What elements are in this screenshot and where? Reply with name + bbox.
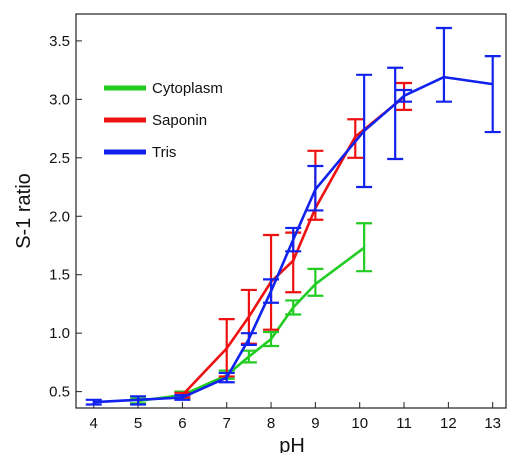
y-tick-label: 3.0 [49,91,70,108]
x-tick-label: 13 [484,415,501,432]
y-tick-label: 3.5 [49,33,70,50]
legend: Cytoplasm Saponin Tris [104,80,223,161]
legend-label: Cytoplasm [152,80,223,97]
series-line [137,246,365,403]
series-line [93,75,493,404]
plot-frame [75,13,507,409]
x-tick-label: 7 [223,415,231,432]
x-tick-label: 6 [178,415,186,432]
y-axis: 0.5 1.0 1.5 2.0 2.5 3.0 3.5 [49,33,82,401]
legend-label: Saponin [152,112,207,129]
legend-label: Tris [152,144,176,161]
series-layer [85,26,501,406]
x-axis: 4 5 6 7 8 9 10 11 12 13 [90,402,501,432]
y-axis-label: S-1 ratio [13,173,35,249]
x-tick-label: 9 [311,415,319,432]
y-tick-label: 2.0 [49,208,70,225]
x-tick-label: 5 [134,415,142,432]
x-tick-label: 8 [267,415,275,432]
y-tick-label: 2.5 [49,150,70,167]
y-tick-label: 1.0 [49,325,70,342]
x-axis-label: pH [279,435,305,453]
y-tick-label: 1.5 [49,267,70,284]
x-tick-label: 12 [440,415,457,432]
x-tick-label: 10 [351,415,368,432]
x-tick-label: 4 [90,415,98,432]
series-tris [85,26,501,406]
x-tick-label: 11 [396,415,412,432]
y-tick-label: 0.5 [49,384,70,401]
